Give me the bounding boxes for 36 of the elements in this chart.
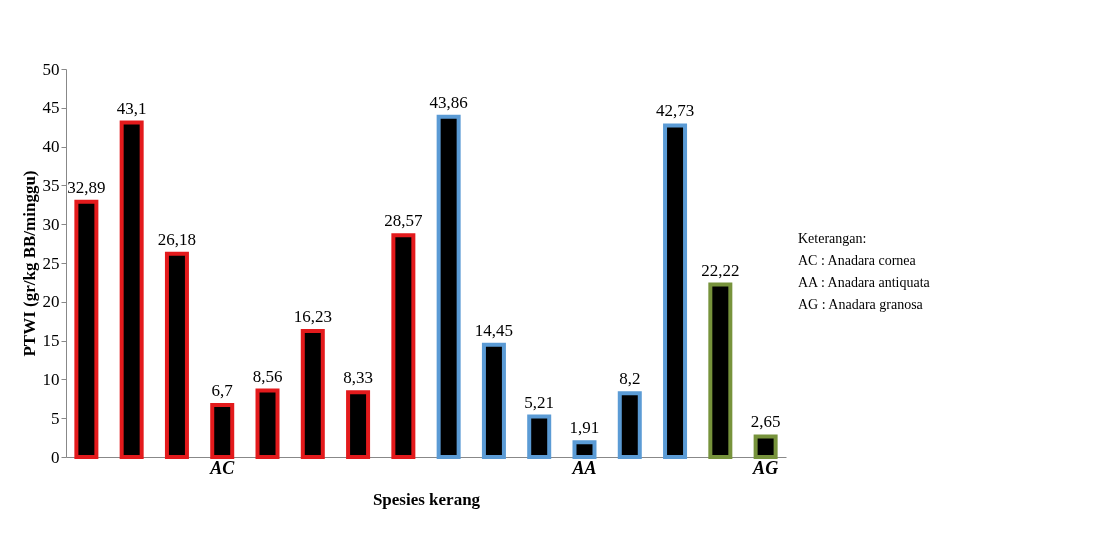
x-tick-label: AA: [571, 457, 597, 478]
data-label: 42,73: [655, 101, 695, 121]
y-tick-label: 30: [42, 214, 60, 234]
text: AA : Anadara antiquata: [798, 275, 931, 290]
y-tick-label: 0: [51, 447, 60, 467]
x-tick-label: AG: [752, 457, 779, 478]
y-tick-label: 5: [51, 408, 60, 428]
y-tick-label: 35: [42, 175, 60, 195]
data-label: 32,89: [67, 177, 106, 197]
x-tick-label: AC: [209, 457, 236, 478]
data-label: 6,7: [211, 381, 234, 401]
y-tick-label: 40: [42, 137, 60, 157]
data-label: 2,65: [750, 412, 781, 432]
data-label: 8,2: [619, 369, 641, 389]
text: Keterangan:: [798, 231, 867, 246]
y-tick-label: 25: [42, 253, 60, 273]
data-label: 43,86: [429, 92, 468, 112]
y-axis-title: PTWI (gr/kg BB/minggu): [19, 170, 39, 357]
y-tick-label: 20: [42, 292, 60, 312]
y-tick-label: 10: [42, 369, 60, 389]
text: AC : Anadara cornea: [798, 253, 917, 268]
text: AG : Anadara granosa: [798, 297, 924, 312]
data-label: 8,33: [343, 368, 373, 388]
y-tick-label: 50: [42, 59, 60, 79]
data-label: 8,56: [252, 366, 283, 386]
data-label: 1,91: [569, 418, 600, 438]
y-tick-label: 45: [42, 98, 60, 118]
data-label: 14,45: [474, 320, 514, 340]
data-label: 28,57: [384, 211, 423, 231]
data-label: 22,22: [701, 260, 740, 280]
data-label: 5,21: [524, 392, 555, 412]
data-label: 26,18: [157, 229, 197, 249]
x-axis-title: Spesies kerang: [372, 489, 481, 509]
data-label: 43,1: [116, 98, 147, 118]
y-tick-label: 15: [42, 331, 60, 351]
data-label: 16,23: [293, 307, 332, 327]
